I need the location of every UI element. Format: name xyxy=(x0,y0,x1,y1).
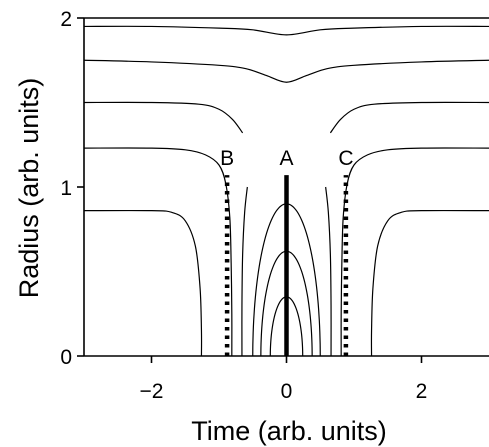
y-axis-title: Radius (arb. units) xyxy=(14,78,44,299)
axis-ticks: −2 0 2 0 1 2 xyxy=(60,8,427,403)
markers: A B C xyxy=(220,147,353,356)
marker-label-c: C xyxy=(338,147,353,170)
contour-line xyxy=(325,186,332,357)
y-tick-label: 2 xyxy=(60,8,72,31)
x-axis-title: Time (arb. units) xyxy=(191,416,387,446)
contour-line xyxy=(340,147,489,357)
x-tick-label: 2 xyxy=(416,380,428,403)
contour-line xyxy=(83,59,489,83)
contour-line xyxy=(83,101,244,134)
x-tick-label: −2 xyxy=(140,380,164,403)
contour-line xyxy=(370,209,489,357)
contour-line xyxy=(83,25,489,36)
contour-line xyxy=(329,101,489,134)
marker-label-b: B xyxy=(220,147,234,170)
contour-line xyxy=(241,186,248,357)
y-tick-label: 1 xyxy=(60,177,72,200)
x-tick-label: 0 xyxy=(281,380,293,403)
y-tick-label: 0 xyxy=(60,346,72,369)
marker-label-a: A xyxy=(279,147,293,170)
contour-line xyxy=(83,209,203,357)
contour-line xyxy=(83,147,233,357)
